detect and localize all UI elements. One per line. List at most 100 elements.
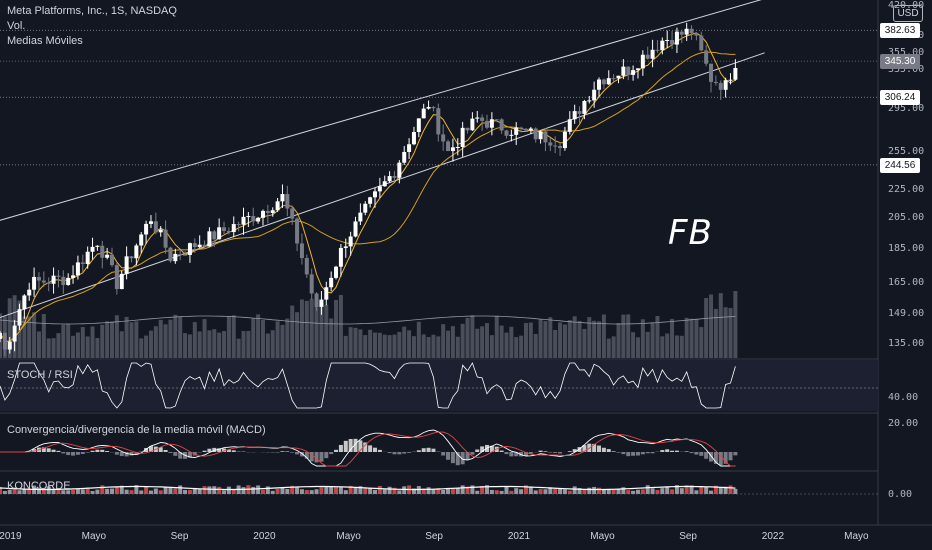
volume-bar xyxy=(100,324,105,358)
price-level-tag: 244.56 xyxy=(880,157,920,173)
volume-bar xyxy=(450,326,455,358)
candle-body xyxy=(665,40,670,42)
macd-histogram-bar xyxy=(572,449,577,452)
koncorde-bar xyxy=(100,485,105,494)
volume-bar xyxy=(601,314,606,358)
macd-histogram-bar xyxy=(392,452,397,455)
macd-histogram-bar xyxy=(334,449,339,452)
candle-body xyxy=(733,67,738,80)
macd-histogram-bar xyxy=(285,451,290,452)
macd-histogram-bar xyxy=(363,442,368,452)
candle-body xyxy=(207,231,212,247)
volume-bar xyxy=(426,337,431,358)
koncorde-bar xyxy=(446,488,451,494)
koncorde-bar xyxy=(460,485,465,494)
koncorde-bar xyxy=(158,490,163,494)
volume-bar xyxy=(436,336,441,358)
macd-histogram-bar xyxy=(231,450,236,452)
koncorde-bar xyxy=(290,485,295,494)
candle-body xyxy=(601,79,606,85)
currency-button[interactable]: USD xyxy=(893,5,923,22)
candle-body xyxy=(441,134,446,142)
koncorde-bar xyxy=(95,489,100,494)
macd-histogram-bar xyxy=(226,449,231,452)
koncorde-bar xyxy=(163,487,168,494)
koncorde-bar xyxy=(621,487,626,494)
volume-bar xyxy=(212,329,217,358)
koncorde-bar xyxy=(226,486,231,494)
volume-bar xyxy=(475,328,480,358)
price-tick-label: 420.00 xyxy=(888,0,925,11)
candle-body xyxy=(489,119,494,128)
koncorde-bar xyxy=(27,488,32,494)
candle-body xyxy=(407,144,412,152)
koncorde-bar xyxy=(631,490,636,494)
candle-body xyxy=(660,40,665,51)
volume-bar xyxy=(592,320,597,358)
volume-bar xyxy=(392,334,397,358)
candle-body xyxy=(56,275,61,277)
price-candles xyxy=(0,22,738,356)
candle-body xyxy=(285,194,290,209)
koncorde-bar xyxy=(421,488,426,494)
koncorde-bar xyxy=(139,490,144,494)
volume-bar xyxy=(124,316,129,358)
candle-body xyxy=(558,145,563,149)
macd-line xyxy=(0,429,736,467)
macd-histogram-bar xyxy=(665,449,670,452)
macd-histogram-bar xyxy=(421,448,426,452)
koncorde-bar xyxy=(635,489,640,494)
macd-histogram-bar xyxy=(694,452,699,455)
koncorde-bar xyxy=(0,486,2,494)
volume-bar xyxy=(523,322,528,358)
candle-body xyxy=(718,83,723,90)
candle-body xyxy=(494,119,499,121)
volume-bar xyxy=(460,323,465,358)
candle-body xyxy=(372,191,377,198)
macd-histogram-bar xyxy=(616,452,621,453)
koncorde-bar xyxy=(548,487,553,494)
candle-body xyxy=(723,80,728,90)
macd-histogram-bar xyxy=(645,452,650,454)
volume-bar xyxy=(368,329,373,358)
volume-bar xyxy=(324,304,329,358)
koncorde-bar xyxy=(299,489,304,494)
koncorde-bar xyxy=(674,485,679,494)
volume-bar xyxy=(728,307,733,358)
macd-histogram-bar xyxy=(577,447,582,452)
candle-body xyxy=(334,266,339,278)
stoch-rsi-line xyxy=(0,362,736,409)
volume-bar xyxy=(217,332,222,358)
koncorde-bar xyxy=(285,488,290,494)
candle-body xyxy=(519,127,524,129)
koncorde-bar xyxy=(387,486,392,494)
macd-histogram-bar xyxy=(309,452,314,462)
volume-bar xyxy=(635,337,640,358)
volume-bar xyxy=(684,317,689,358)
koncorde-bar xyxy=(519,489,524,494)
macd-histogram-bar xyxy=(650,452,655,454)
candle-body xyxy=(95,245,100,247)
candle-body xyxy=(582,101,587,114)
koncorde-bar xyxy=(587,487,592,494)
koncorde-bars xyxy=(0,485,738,494)
macd-histogram-bar xyxy=(61,452,66,454)
price-tick-label: 225.00 xyxy=(888,184,925,195)
candle-body xyxy=(168,247,173,262)
candle-body xyxy=(553,145,558,147)
macd-histogram-bar xyxy=(450,452,455,464)
macd-histogram-bar xyxy=(407,452,412,453)
candle-body xyxy=(22,295,27,310)
koncorde-bar xyxy=(538,489,543,494)
candle-body xyxy=(51,275,56,284)
candle-body xyxy=(251,216,256,222)
volume-bar xyxy=(713,308,718,358)
candle-body xyxy=(144,223,149,235)
koncorde-bar xyxy=(372,489,377,494)
time-tick-label: 2020 xyxy=(253,531,276,542)
volume-bar xyxy=(567,320,572,358)
candle-body xyxy=(538,131,543,140)
candle-body xyxy=(163,229,168,248)
macd-histogram-bar xyxy=(280,451,285,452)
